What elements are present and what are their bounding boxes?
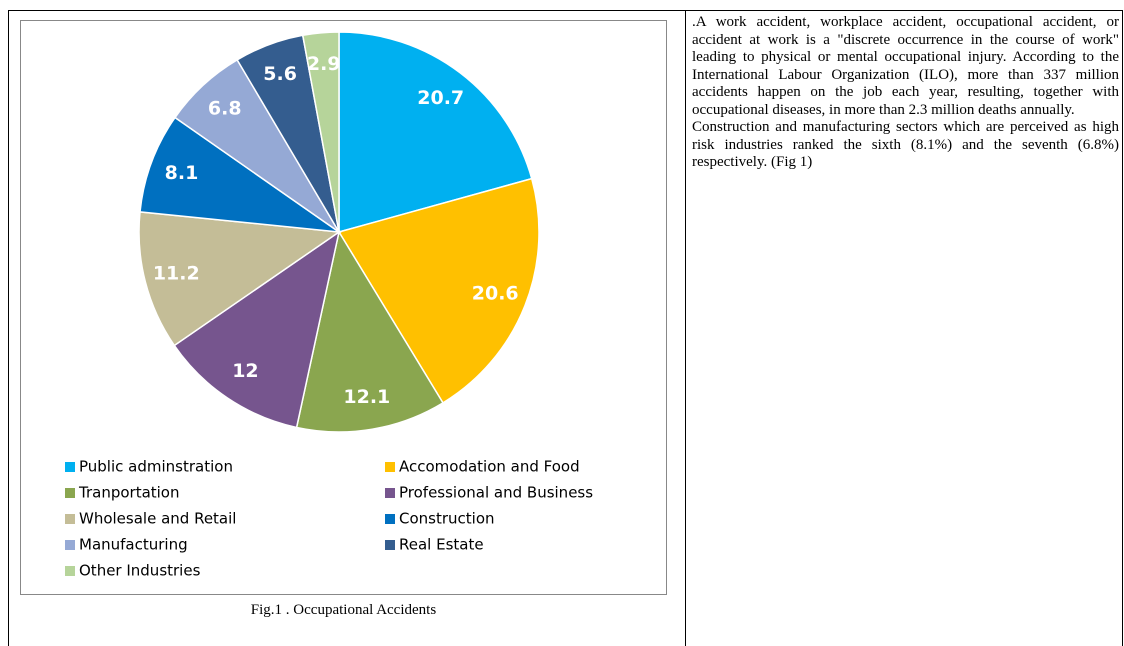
data-label: 12.1 bbox=[343, 386, 390, 408]
legend-label: Public adminstration bbox=[79, 458, 233, 476]
pie-slice bbox=[295, 230, 444, 433]
data-label: 5.6 bbox=[263, 63, 297, 85]
data-label: 6.8 bbox=[208, 97, 242, 119]
data-label: 20.7 bbox=[417, 87, 464, 109]
legend-swatch bbox=[65, 566, 75, 576]
pie-slice bbox=[301, 31, 340, 233]
legend-label: Manufacturing bbox=[79, 536, 188, 554]
data-label: 8.1 bbox=[165, 162, 199, 184]
data-label: 11.2 bbox=[153, 262, 200, 284]
legend-label: Other Industries bbox=[79, 562, 201, 580]
legend-swatch bbox=[65, 540, 75, 550]
table-border bbox=[8, 10, 1123, 646]
legend-label: Tranportation bbox=[78, 484, 180, 502]
legend-swatch bbox=[385, 488, 395, 498]
legend-label: Professional and Business bbox=[399, 484, 593, 502]
legend-label: Construction bbox=[399, 510, 495, 528]
legend-swatch bbox=[385, 540, 395, 550]
legend-label: Real Estate bbox=[399, 536, 484, 554]
body-text: .A work accident, workplace accident, oc… bbox=[692, 14, 1119, 172]
paragraph: .A work accident, workplace accident, oc… bbox=[692, 14, 1119, 118]
pie-slice bbox=[338, 31, 533, 233]
legend-swatch bbox=[385, 514, 395, 524]
chart-frame bbox=[20, 20, 667, 595]
data-label: 2.9 bbox=[307, 53, 341, 75]
pie-slice bbox=[138, 211, 342, 347]
legend-swatch bbox=[385, 462, 395, 472]
data-label: 20.6 bbox=[472, 282, 519, 304]
cell-divider bbox=[685, 10, 686, 646]
legend-label: Wholesale and Retail bbox=[79, 510, 236, 528]
pie-slice bbox=[173, 230, 341, 429]
legend-swatch bbox=[65, 514, 75, 524]
legend-swatch bbox=[65, 462, 75, 472]
data-label: 12 bbox=[232, 360, 258, 382]
chart: 20.7 20.6 12.1 12 11.2 8.1 6.8 5.6 2.9 Public adm… bbox=[65, 31, 593, 580]
legend-label: Accomodation and Food bbox=[399, 458, 580, 476]
legend-swatch bbox=[65, 488, 75, 498]
pie-slice bbox=[139, 116, 342, 234]
pie-slice bbox=[337, 177, 540, 404]
paragraph: Construction and manufacturing sectors w… bbox=[692, 119, 1119, 170]
caption: Fig.1 . Occupational Accidents bbox=[250, 602, 437, 618]
